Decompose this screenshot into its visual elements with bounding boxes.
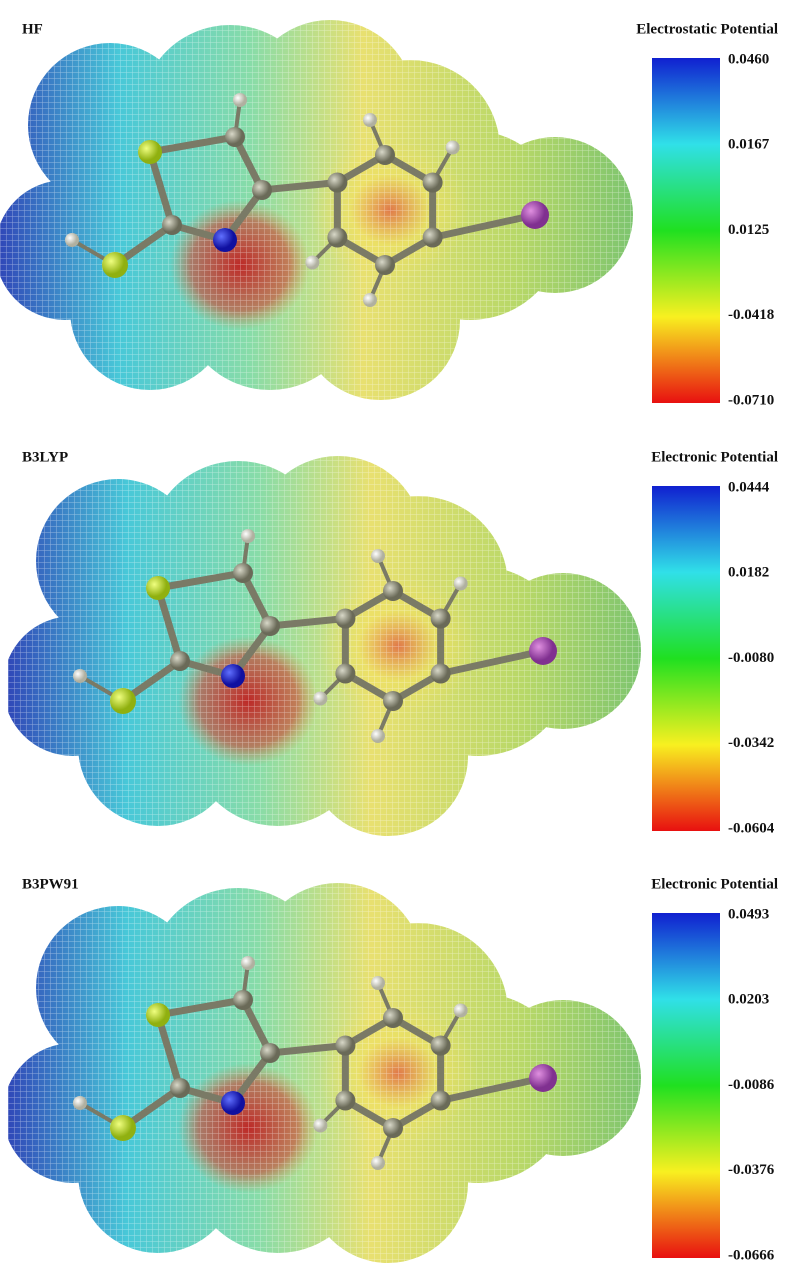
hydrogen bbox=[371, 1156, 385, 1170]
scale-label: 0.0460 bbox=[728, 51, 769, 67]
hydrogen bbox=[305, 256, 319, 270]
carbon bbox=[431, 609, 451, 629]
hydrogen bbox=[313, 1119, 327, 1133]
scale-label: -0.0086 bbox=[728, 1077, 775, 1093]
atom bbox=[233, 563, 253, 583]
scale-label: -0.0710 bbox=[728, 392, 774, 408]
atom bbox=[225, 127, 245, 147]
scale-label: -0.0418 bbox=[728, 307, 774, 323]
carbon bbox=[335, 664, 355, 684]
carbon bbox=[383, 581, 403, 601]
hydrogen bbox=[363, 113, 377, 127]
carbon bbox=[375, 145, 395, 165]
atom bbox=[252, 180, 272, 200]
carbon bbox=[431, 664, 451, 684]
scale-label: -0.0666 bbox=[728, 1247, 775, 1263]
scale-title: Electronic Potential bbox=[651, 876, 778, 892]
atom bbox=[521, 201, 549, 229]
carbon bbox=[431, 1036, 451, 1056]
atom bbox=[110, 688, 136, 714]
hydrogen bbox=[371, 729, 385, 743]
method-label: B3LYP bbox=[22, 449, 68, 465]
scale-label: 0.0167 bbox=[728, 137, 770, 153]
hydrogen bbox=[73, 669, 87, 683]
carbon bbox=[383, 1118, 403, 1138]
scale-title: Electrostatic Potential bbox=[636, 21, 778, 37]
panel: B3PW91 Electronic Potential 0.0493 0.0203 -0… bbox=[8, 863, 778, 1283]
carbon bbox=[383, 1008, 403, 1028]
scale-label: 0.0493 bbox=[728, 906, 769, 922]
atom bbox=[260, 616, 280, 636]
carbon bbox=[431, 1091, 451, 1111]
carbon bbox=[335, 609, 355, 629]
carbon bbox=[423, 173, 443, 193]
scale-label: 0.0444 bbox=[728, 479, 770, 495]
atom bbox=[146, 1003, 170, 1027]
scale-title: Electronic Potential bbox=[651, 449, 778, 465]
molecule-map bbox=[0, 0, 660, 420]
panel: B3LYP Electronic Potential 0.0444 0.0182 -0.… bbox=[8, 436, 778, 856]
hydrogen bbox=[313, 692, 327, 706]
figure: HF Electrostatic Potential 0.0460 0.0167 0.0… bbox=[0, 0, 804, 1285]
method-label: B3PW91 bbox=[22, 876, 79, 892]
hydrogen bbox=[454, 577, 468, 591]
scale-label: 0.0125 bbox=[728, 222, 769, 238]
color-bar bbox=[652, 913, 720, 1258]
color-bar bbox=[652, 486, 720, 831]
atom bbox=[260, 1043, 280, 1063]
hydrogen bbox=[233, 93, 247, 107]
molecule-map bbox=[8, 436, 668, 856]
scale-label: -0.0604 bbox=[728, 820, 775, 836]
atom bbox=[233, 990, 253, 1010]
scale-label: -0.0080 bbox=[728, 650, 774, 666]
carbon bbox=[327, 228, 347, 248]
hydrogen bbox=[65, 233, 79, 247]
scale-label: -0.0376 bbox=[728, 1162, 775, 1178]
atom bbox=[529, 637, 557, 665]
method-label: HF bbox=[22, 21, 43, 37]
carbon bbox=[375, 255, 395, 275]
hydrogen bbox=[73, 1096, 87, 1110]
hydrogen bbox=[363, 293, 377, 307]
carbon bbox=[335, 1036, 355, 1056]
hydrogen bbox=[241, 529, 255, 543]
carbon bbox=[383, 691, 403, 711]
atom bbox=[138, 140, 162, 164]
hydrogen bbox=[454, 1004, 468, 1018]
atom bbox=[102, 252, 128, 278]
hydrogen bbox=[371, 549, 385, 563]
color-bar bbox=[652, 58, 720, 403]
scale-label: 0.0182 bbox=[728, 565, 769, 581]
atom bbox=[110, 1115, 136, 1141]
hydrogen bbox=[446, 141, 460, 155]
atom bbox=[221, 664, 245, 688]
atom bbox=[170, 1078, 190, 1098]
molecule-map bbox=[8, 863, 668, 1283]
carbon bbox=[327, 173, 347, 193]
atom bbox=[170, 651, 190, 671]
panel: HF Electrostatic Potential 0.0460 0.0167 0.0… bbox=[0, 0, 778, 420]
carbon bbox=[335, 1091, 355, 1111]
atom bbox=[213, 228, 237, 252]
scale-label: 0.0203 bbox=[728, 992, 769, 1008]
hydrogen bbox=[371, 976, 385, 990]
carbon bbox=[423, 228, 443, 248]
atom bbox=[162, 215, 182, 235]
scale-label: -0.0342 bbox=[728, 735, 774, 751]
atom bbox=[146, 576, 170, 600]
hydrogen bbox=[241, 956, 255, 970]
atom bbox=[529, 1064, 557, 1092]
atom bbox=[221, 1091, 245, 1115]
